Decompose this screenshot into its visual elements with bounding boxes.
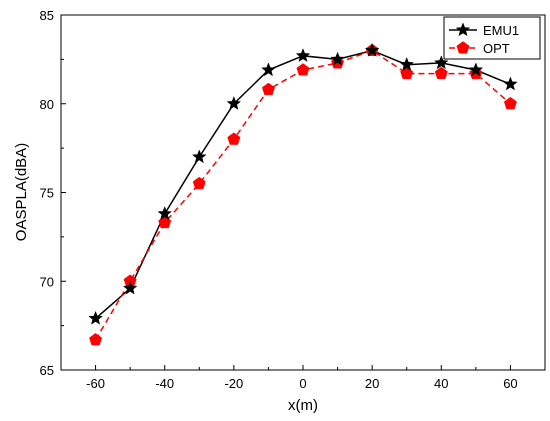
series-emu1 [95, 49, 511, 320]
data-point [226, 96, 242, 110]
data-point [503, 96, 517, 110]
series-line [95, 49, 511, 320]
legend: EMU1 OPT [443, 16, 541, 60]
data-point [295, 48, 311, 63]
y-axis-title: OASPLA(dBA) [13, 143, 30, 241]
legend-label: OPT [483, 41, 510, 56]
data-point [330, 51, 345, 66]
data-point [122, 280, 138, 295]
data-point [192, 176, 206, 190]
data-point [296, 63, 310, 76]
data-point [89, 333, 103, 346]
x-tick-label: 40 [434, 376, 448, 391]
x-tick-label: -60 [86, 376, 105, 391]
data-point [191, 149, 207, 164]
data-point [399, 57, 415, 71]
x-axis-title: x(m) [288, 397, 318, 414]
data-point [433, 55, 449, 70]
y-tick-label: 70 [40, 274, 54, 289]
x-tick-label: -20 [224, 376, 243, 391]
data-point [88, 310, 103, 325]
y-axis: 65 70 75 80 85 [40, 8, 66, 378]
data-point [157, 206, 173, 221]
y-tick-label: 80 [40, 97, 54, 112]
data-point [400, 66, 414, 80]
markers-emu1 [88, 42, 518, 325]
legend-label: EMU1 [483, 23, 519, 38]
series-layer [88, 42, 518, 346]
x-tick-label: 20 [365, 376, 379, 391]
data-point [158, 215, 172, 229]
x-tick-label: -40 [155, 376, 174, 391]
series-opt [94, 49, 511, 341]
y-tick-label: 65 [40, 363, 54, 378]
data-point [468, 62, 484, 77]
x-axis: -60 -40 -20 0 20 40 60 [60, 365, 546, 391]
x-tick-label: 60 [503, 376, 517, 391]
data-point [503, 76, 518, 91]
legend-marker [456, 41, 470, 54]
y-tick-label: 75 [40, 186, 54, 201]
data-point [227, 132, 241, 145]
markers-opt [89, 43, 517, 346]
data-point [261, 62, 276, 77]
y-tick-label: 85 [40, 8, 54, 23]
legend-marker [455, 22, 471, 37]
data-point [261, 82, 275, 96]
data-point [364, 42, 380, 57]
series-line [94, 49, 511, 341]
data-point [434, 66, 448, 80]
x-tick-label: 0 [299, 376, 306, 391]
